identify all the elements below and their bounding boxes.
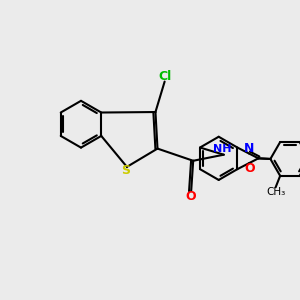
Text: S: S — [121, 164, 130, 177]
Text: O: O — [186, 190, 196, 203]
Text: CH₃: CH₃ — [266, 187, 285, 197]
Text: N: N — [244, 142, 254, 154]
Text: Cl: Cl — [158, 70, 171, 83]
Text: O: O — [244, 162, 255, 175]
Text: NH: NH — [213, 144, 232, 154]
